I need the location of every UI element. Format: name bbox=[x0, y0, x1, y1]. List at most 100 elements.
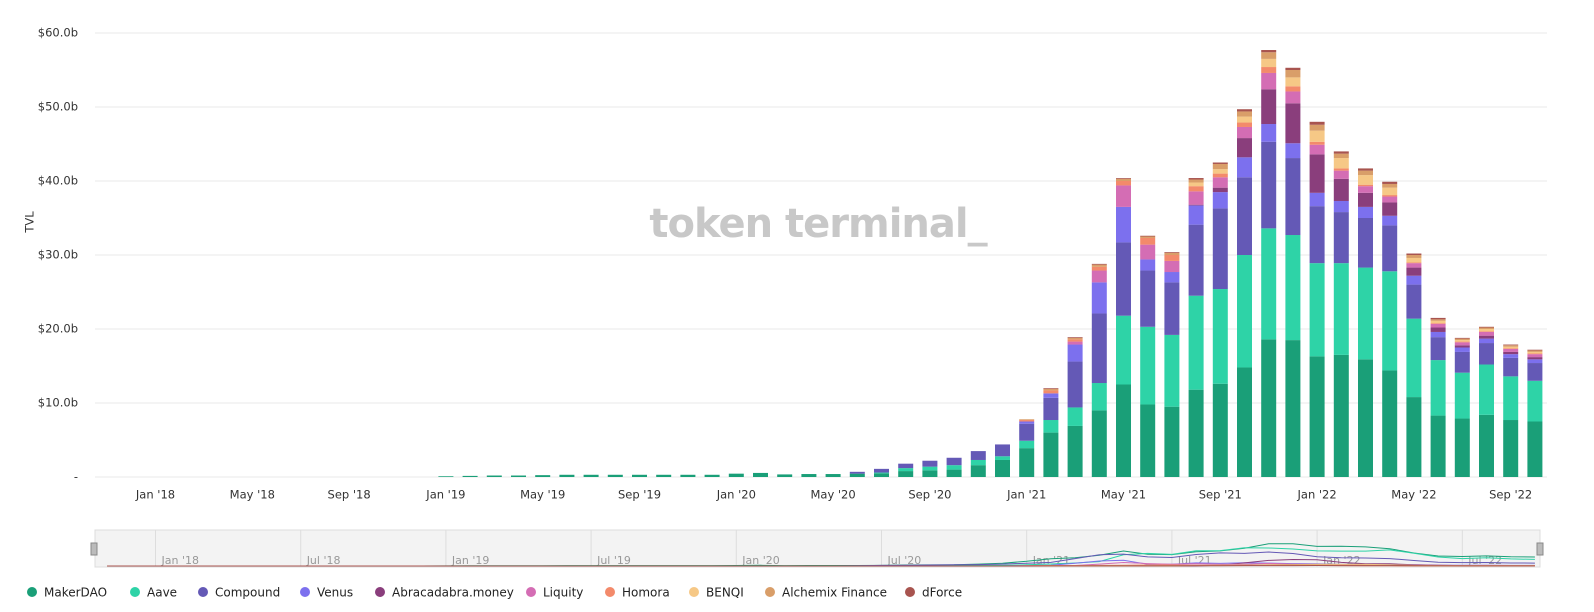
bar-segment[interactable] bbox=[1261, 52, 1277, 59]
bar-segment[interactable] bbox=[922, 470, 938, 477]
bar-segment[interactable] bbox=[1043, 393, 1059, 398]
bar-segment[interactable] bbox=[1358, 192, 1373, 207]
bar-segment[interactable] bbox=[1237, 157, 1252, 178]
bar-segment[interactable] bbox=[1527, 351, 1543, 354]
navigator[interactable] bbox=[94, 529, 1541, 568]
bar-segment[interactable] bbox=[1285, 340, 1301, 477]
bar-segment[interactable] bbox=[1333, 170, 1349, 179]
bar-segment[interactable] bbox=[1454, 345, 1470, 348]
bar-segment[interactable] bbox=[1382, 215, 1398, 226]
bar-segment[interactable] bbox=[1067, 344, 1083, 362]
bar-segment[interactable] bbox=[970, 459, 986, 466]
bar-segment[interactable] bbox=[1479, 338, 1494, 344]
bar-segment[interactable] bbox=[1309, 121, 1325, 125]
bar-segment[interactable] bbox=[1164, 255, 1180, 261]
bar-segment[interactable] bbox=[1503, 420, 1519, 477]
bar-segment[interactable] bbox=[1430, 327, 1446, 332]
bar-segment[interactable] bbox=[1309, 192, 1325, 207]
bar-segment[interactable] bbox=[946, 469, 962, 477]
bar-segment[interactable] bbox=[1454, 372, 1470, 419]
bar-segment[interactable] bbox=[1164, 260, 1180, 273]
bar-segment[interactable] bbox=[1527, 357, 1543, 360]
bar-segment[interactable] bbox=[1285, 103, 1301, 144]
bar-segment[interactable] bbox=[1188, 204, 1204, 206]
bar-segment[interactable] bbox=[1430, 331, 1446, 338]
bar-segment[interactable] bbox=[1454, 351, 1470, 373]
bar-segment[interactable] bbox=[898, 471, 914, 477]
bar-segment[interactable] bbox=[704, 474, 720, 477]
bar-segment[interactable] bbox=[1091, 383, 1107, 411]
bar-segment[interactable] bbox=[1019, 440, 1035, 449]
bar-segment[interactable] bbox=[1333, 151, 1349, 154]
bar-segment[interactable] bbox=[1140, 326, 1156, 405]
bar-segment[interactable] bbox=[1503, 348, 1519, 352]
legend-marker[interactable] bbox=[198, 587, 208, 597]
bar-segment[interactable] bbox=[1454, 342, 1470, 346]
bar-segment[interactable] bbox=[486, 475, 502, 477]
bar-segment[interactable] bbox=[1333, 168, 1349, 171]
bar-segment[interactable] bbox=[1406, 397, 1422, 477]
bar-segment[interactable] bbox=[1309, 124, 1325, 131]
bar-segment[interactable] bbox=[1382, 370, 1398, 477]
legend-label[interactable]: MakerDAO bbox=[44, 586, 107, 600]
bar-segment[interactable] bbox=[1503, 345, 1519, 347]
legend-marker[interactable] bbox=[689, 587, 699, 597]
bar-segment[interactable] bbox=[1285, 91, 1301, 104]
bar-segment[interactable] bbox=[1091, 266, 1107, 271]
bar-segment[interactable] bbox=[511, 475, 526, 477]
bar-segment[interactable] bbox=[1527, 349, 1543, 351]
bar-segment[interactable] bbox=[1503, 376, 1519, 421]
bar-segment[interactable] bbox=[1237, 116, 1252, 123]
bar-segment[interactable] bbox=[1503, 357, 1519, 377]
bar-segment[interactable] bbox=[1527, 421, 1543, 478]
bar-segment[interactable] bbox=[1019, 421, 1035, 424]
bar-segment[interactable] bbox=[1309, 130, 1325, 142]
bar-segment[interactable] bbox=[1116, 242, 1131, 316]
bar-segment[interactable] bbox=[1527, 353, 1543, 355]
bar-segment[interactable] bbox=[1479, 335, 1494, 339]
bar-segment[interactable] bbox=[1479, 329, 1494, 332]
legend-label[interactable]: BENQI bbox=[706, 586, 744, 600]
bar-segment[interactable] bbox=[1043, 432, 1059, 477]
bar-segment[interactable] bbox=[922, 460, 938, 467]
bar-segment[interactable] bbox=[1333, 158, 1349, 169]
bar-segment[interactable] bbox=[1358, 168, 1373, 171]
bar-segment[interactable] bbox=[1212, 289, 1228, 384]
bar-segment[interactable] bbox=[1116, 185, 1131, 207]
bar-segment[interactable] bbox=[1382, 202, 1398, 216]
bar-segment[interactable] bbox=[1382, 187, 1398, 196]
bar-segment[interactable] bbox=[1333, 200, 1349, 213]
bar-segment[interactable] bbox=[1454, 340, 1470, 342]
bar-segment[interactable] bbox=[462, 475, 478, 477]
bar-segment[interactable] bbox=[1019, 420, 1035, 422]
bar-segment[interactable] bbox=[1309, 141, 1325, 145]
bar-segment[interactable] bbox=[1527, 354, 1543, 358]
bar-segment[interactable] bbox=[1358, 359, 1373, 477]
bar-segment[interactable] bbox=[1091, 263, 1107, 265]
bar-segment[interactable] bbox=[1430, 323, 1446, 328]
bar-segment[interactable] bbox=[1188, 389, 1204, 477]
bar-segment[interactable] bbox=[1358, 186, 1373, 193]
bar-segment[interactable] bbox=[801, 474, 817, 477]
bar-segment[interactable] bbox=[1043, 397, 1059, 421]
bar-segment[interactable] bbox=[1188, 205, 1204, 225]
bar-segment[interactable] bbox=[922, 466, 938, 471]
bar-segment[interactable] bbox=[1382, 195, 1398, 197]
bar-segment[interactable] bbox=[1140, 404, 1156, 477]
bar-segment[interactable] bbox=[1479, 331, 1494, 336]
bar-segment[interactable] bbox=[1285, 158, 1301, 236]
legend-label[interactable]: Homora bbox=[622, 586, 670, 600]
bar-segment[interactable] bbox=[1382, 183, 1398, 188]
bar-segment[interactable] bbox=[1358, 175, 1373, 185]
bar-segment[interactable] bbox=[1479, 414, 1494, 477]
bar-segment[interactable] bbox=[1164, 334, 1180, 407]
bar-segment[interactable] bbox=[1140, 235, 1156, 237]
bar-segment[interactable] bbox=[1091, 313, 1107, 384]
bar-segment[interactable] bbox=[1285, 67, 1301, 70]
legend-marker[interactable] bbox=[130, 587, 140, 597]
bar-segment[interactable] bbox=[1333, 263, 1349, 355]
bar-segment[interactable] bbox=[1527, 359, 1543, 364]
bar-segment[interactable] bbox=[1261, 339, 1277, 477]
bar-segment[interactable] bbox=[1188, 295, 1204, 390]
bar-segment[interactable] bbox=[1406, 267, 1422, 276]
